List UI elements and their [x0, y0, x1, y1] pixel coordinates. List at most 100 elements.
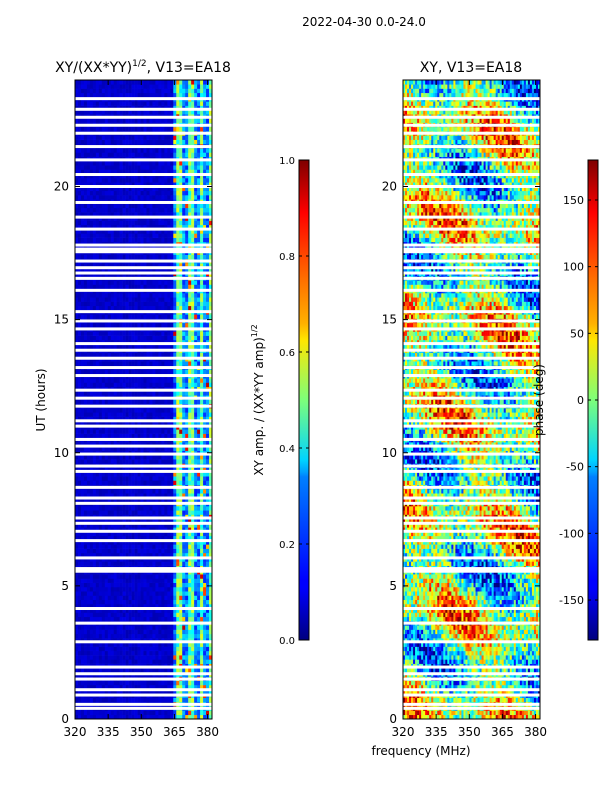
heatmap-cell	[194, 540, 198, 545]
heatmap-cell	[185, 599, 189, 605]
heatmap-cell	[173, 574, 177, 579]
heatmap-cell	[128, 655, 132, 660]
heatmap-cell	[137, 293, 141, 298]
heatmap-cell	[131, 480, 135, 485]
heatmap-cell	[158, 399, 162, 405]
heatmap-cell	[134, 382, 138, 388]
heatmap-cell	[113, 301, 117, 307]
heatmap-cell	[155, 459, 159, 464]
heatmap-cell	[191, 390, 195, 396]
heatmap-cell	[176, 642, 180, 647]
heatmap-cell	[143, 527, 147, 532]
heatmap-cell	[185, 684, 189, 690]
heatmap-cell	[161, 361, 165, 366]
heatmap-cell	[119, 293, 123, 298]
heatmap-cell	[89, 497, 94, 503]
heatmap-cell	[116, 633, 120, 639]
heatmap-cell	[77, 655, 82, 660]
heatmap-cell	[203, 429, 207, 434]
heatmap-cell	[134, 608, 138, 613]
heatmap-cell	[143, 714, 147, 719]
heatmap-cell	[104, 540, 109, 545]
heatmap-cell	[158, 267, 162, 272]
heatmap-cell	[203, 382, 207, 388]
heatmap-cell	[158, 433, 162, 439]
heatmap-cell	[101, 642, 106, 647]
heatmap-cell	[77, 369, 82, 375]
heatmap-cell	[80, 305, 85, 311]
heatmap-cell	[176, 506, 180, 511]
heatmap-cell	[80, 263, 85, 268]
heatmap-cell	[134, 454, 138, 460]
heatmap-cell	[119, 480, 123, 485]
heatmap-cell	[209, 267, 212, 272]
heatmap-cell	[149, 459, 153, 464]
heatmap-cell	[191, 476, 195, 481]
heatmap-cell	[200, 506, 204, 511]
heatmap-cell	[98, 322, 103, 328]
heatmap-cell	[185, 267, 189, 272]
heatmap-cell	[194, 608, 198, 613]
heatmap-cell	[146, 433, 150, 439]
heatmap-cell	[80, 612, 85, 618]
heatmap-cell	[167, 616, 171, 622]
heatmap-cell	[173, 523, 177, 528]
heatmap-cell	[80, 684, 85, 690]
heatmap-cell	[188, 378, 192, 383]
heatmap-cell	[155, 531, 159, 537]
heatmap-cell	[167, 574, 171, 579]
heatmap-cell	[75, 591, 79, 596]
heatmap-cell	[158, 650, 162, 656]
heatmap-cell	[164, 625, 168, 630]
heatmap-cell	[101, 582, 106, 588]
heatmap-cell	[206, 420, 210, 426]
heatmap-cell	[164, 608, 168, 613]
heatmap-cell	[95, 646, 100, 652]
heatmap-cell	[137, 416, 141, 422]
heatmap-cell	[173, 650, 177, 656]
heatmap-cell	[128, 574, 132, 579]
heatmap-cell	[185, 263, 189, 268]
heatmap-cell	[188, 561, 192, 566]
heatmap-cell	[77, 612, 82, 618]
heatmap-cell	[158, 552, 162, 558]
heatmap-cell	[155, 655, 159, 660]
heatmap-cell	[119, 578, 123, 583]
heatmap-cell	[143, 689, 147, 694]
heatmap-cell	[170, 471, 174, 477]
heatmap-cell	[134, 633, 138, 639]
heatmap-cell	[164, 680, 168, 686]
heatmap-cell	[113, 680, 117, 686]
heatmap-cell	[149, 625, 153, 630]
heatmap-cell	[206, 578, 210, 583]
heatmap-cell	[110, 454, 115, 460]
heatmap-cell	[182, 552, 186, 558]
heatmap-cell	[125, 352, 129, 358]
heatmap-cell	[110, 476, 115, 481]
heatmap-cell	[140, 399, 144, 405]
heatmap-cell	[170, 650, 174, 656]
heatmap-cell	[83, 625, 88, 630]
heatmap-cell	[92, 476, 97, 481]
heatmap-cell	[83, 361, 88, 366]
heatmap-cell	[152, 697, 156, 703]
heatmap-cell	[209, 476, 212, 481]
heatmap-cell	[83, 454, 88, 460]
heatmap-cell	[113, 714, 117, 719]
heatmap-cell	[104, 352, 109, 358]
heatmap-cell	[176, 540, 180, 545]
heatmap-cell	[140, 684, 144, 690]
heatmap-cell	[77, 416, 82, 422]
heatmap-cell	[185, 446, 189, 451]
heatmap-cell	[83, 646, 88, 652]
heatmap-cell	[89, 591, 94, 596]
heatmap-cell	[209, 544, 212, 549]
heatmap-cell	[155, 429, 159, 434]
heatmap-cell	[140, 599, 144, 605]
heatmap-cell	[101, 293, 106, 298]
heatmap-cell	[89, 361, 94, 366]
heatmap-cell	[128, 429, 132, 434]
heatmap-cell	[77, 535, 82, 541]
heatmap-cell	[98, 454, 103, 460]
heatmap-cell	[104, 689, 109, 694]
